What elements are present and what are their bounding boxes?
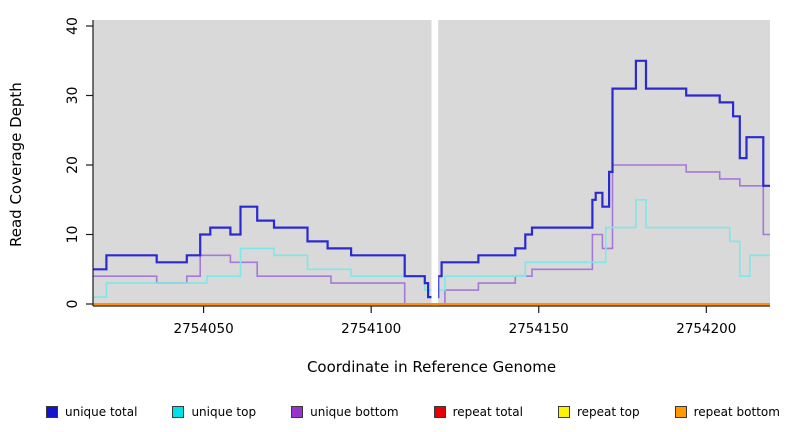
- x-tick-label: 2754200: [676, 321, 736, 337]
- legend-label-unique-top: unique top: [191, 405, 257, 419]
- legend-label-unique-bottom: unique bottom: [310, 405, 399, 419]
- legend-item-unique-bottom: unique bottom: [291, 405, 399, 419]
- x-tick-label: 2754100: [341, 321, 401, 337]
- legend-swatch-repeat-total: [433, 406, 446, 418]
- series-line-unique-bottom: [93, 164, 770, 305]
- x-tick-label: 2754150: [509, 321, 569, 337]
- legend-item-repeat-bottom: repeat bottom: [674, 405, 780, 419]
- legend-swatch-unique-total: [46, 406, 58, 418]
- legend-item-repeat-top: repeat top: [557, 405, 640, 419]
- legend-swatch-unique-top: [172, 406, 185, 418]
- y-axis-title: Read Coverage Depth: [7, 82, 25, 248]
- legend-label-repeat-bottom: repeat bottom: [693, 405, 780, 419]
- legend-item-repeat-total: repeat total: [433, 405, 523, 419]
- legend: unique total unique top unique bottom repea…: [46, 400, 780, 424]
- y-tick-label: 40: [65, 17, 81, 35]
- legend-label-unique-total: unique total: [65, 405, 138, 419]
- coverage-chart: 0 10 20 30 40 2754050 2754100 2754150 2754200: [65, 17, 770, 337]
- y-tick-label: 30: [65, 87, 81, 105]
- y-tick-label: 10: [65, 226, 81, 244]
- legend-swatch-repeat-top: [557, 406, 570, 418]
- legend-label-repeat-top: repeat top: [576, 405, 640, 419]
- legend-label-repeat-total: repeat total: [452, 405, 523, 419]
- legend-swatch-unique-bottom: [291, 406, 304, 418]
- legend-swatch-repeat-bottom: [674, 406, 687, 418]
- coverage-gap-band: [431, 20, 439, 306]
- legend-item-unique-top: unique top: [172, 405, 256, 419]
- legend-item-unique-total: unique total: [46, 405, 137, 419]
- series-line-unique-total: [93, 59, 770, 299]
- y-tick-label: 20: [65, 156, 81, 174]
- x-axis-title: Coordinate in Reference Genome: [306, 358, 557, 376]
- series-line-unique-top: [93, 199, 770, 298]
- y-tick-label: 0: [65, 300, 81, 309]
- x-tick-label: 2754050: [174, 321, 234, 337]
